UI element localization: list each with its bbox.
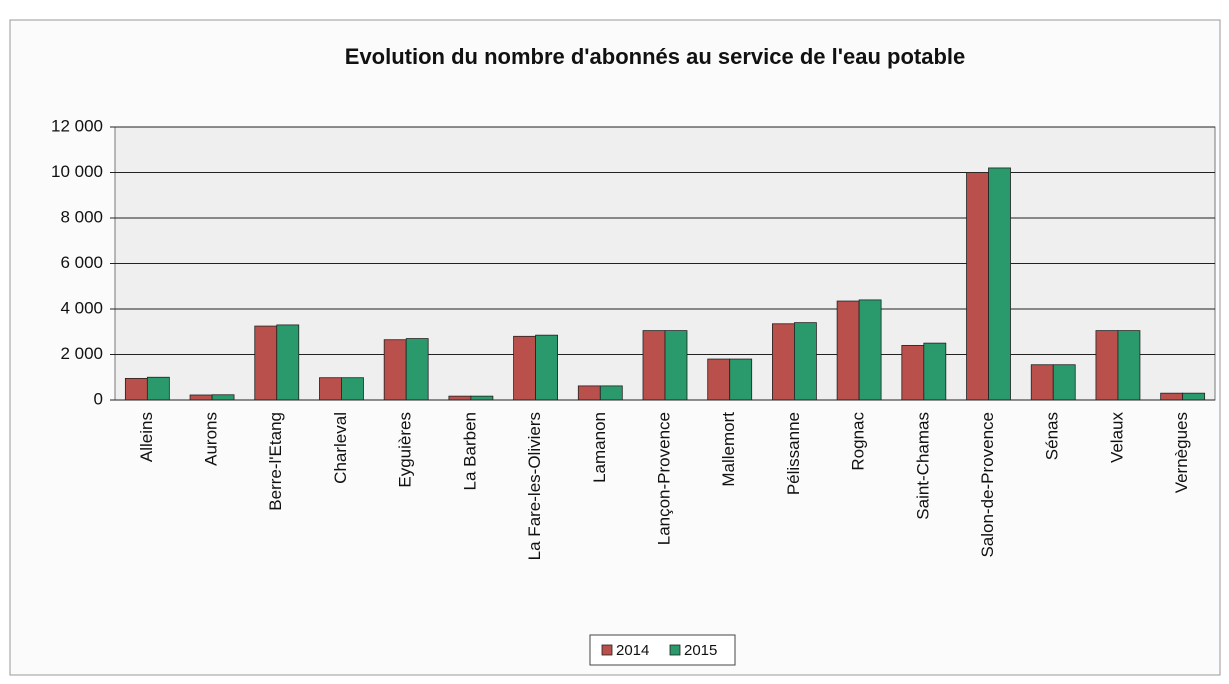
legend-label: 2015 [684, 642, 717, 659]
bar [470, 395, 494, 401]
bar [448, 395, 472, 401]
y-tick-label: 6 000 [60, 253, 103, 272]
bar [642, 330, 666, 401]
x-tick-label: Sénas [1043, 412, 1062, 460]
bar [319, 377, 342, 401]
bar [254, 325, 278, 401]
bar [707, 358, 731, 401]
x-tick-label: Alleins [137, 412, 156, 462]
bar [772, 323, 795, 401]
bar [858, 299, 882, 401]
bar [1095, 330, 1119, 401]
bar [405, 338, 429, 401]
bar [577, 385, 601, 401]
legend-swatch [669, 644, 681, 656]
x-tick-label: Charleval [331, 412, 350, 484]
bar [1117, 330, 1141, 401]
y-tick-label: 10 000 [51, 162, 103, 181]
bar [211, 394, 235, 401]
x-tick-label: Saint-Chamas [913, 412, 932, 520]
x-tick-label: Salon-de-Provence [978, 412, 997, 558]
x-tick-label: Lançon-Provence [654, 412, 673, 545]
bar [124, 377, 148, 401]
x-tick-label: Berre-l'Etang [266, 412, 285, 511]
y-tick-label: 2 000 [60, 344, 103, 363]
x-tick-label: Mallemort [719, 412, 738, 487]
chart-title: Evolution du nombre d'abonnés au service… [345, 44, 965, 69]
x-tick-label: La Barben [460, 412, 479, 490]
bar [836, 300, 860, 401]
bar [729, 358, 753, 401]
bar [1160, 392, 1184, 401]
bar [599, 385, 623, 401]
y-tick-label: 8 000 [60, 207, 103, 226]
bar [1182, 392, 1206, 401]
legend-swatch [601, 644, 613, 656]
bar [988, 167, 1011, 401]
x-tick-label: Rognac [849, 412, 868, 471]
x-tick-label: Velaux [1107, 412, 1126, 464]
x-tick-label: La Fare-les-Oliviers [525, 412, 544, 560]
bar [513, 335, 536, 401]
bar [189, 394, 213, 401]
bar [276, 324, 300, 401]
x-tick-label: Aurons [202, 412, 221, 466]
bar [146, 376, 170, 401]
bar [901, 344, 925, 401]
x-tick-label: Lamanon [590, 412, 609, 483]
legend-box [589, 634, 736, 666]
bar [664, 330, 688, 401]
legend-label: 2014 [616, 642, 649, 659]
bar [923, 342, 947, 401]
bar [794, 322, 817, 401]
bar [966, 172, 989, 401]
x-tick-label: Eyguières [396, 412, 415, 488]
x-tick-label: Vernègues [1172, 412, 1191, 493]
bar [1030, 364, 1054, 401]
x-tick-label: Pélissanne [784, 412, 803, 495]
y-tick-label: 0 [94, 389, 103, 408]
bar [383, 339, 407, 401]
y-tick-label: 4 000 [60, 298, 103, 317]
y-tick-label: 12 000 [51, 116, 103, 135]
bar [1052, 364, 1076, 401]
bar [341, 377, 364, 401]
bar [535, 334, 558, 401]
